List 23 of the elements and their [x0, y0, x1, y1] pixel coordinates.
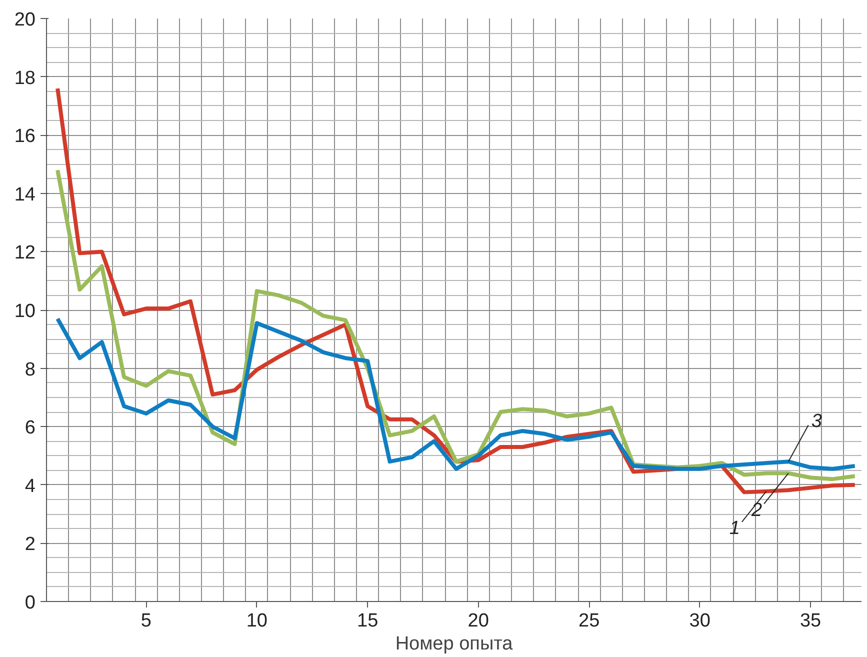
y-tick-label: 18 [14, 68, 36, 89]
y-tick-label: 8 [24, 359, 36, 380]
y-tick-label: 6 [24, 418, 36, 439]
y-tick-label: 4 [24, 476, 36, 497]
x-axis-title: Номер опыта [395, 634, 514, 654]
y-tick-label: 12 [14, 242, 36, 264]
x-tick-label: 5 [140, 610, 152, 632]
y-tick-label: 0 [24, 592, 36, 614]
y-tick-label: 14 [14, 184, 36, 206]
x-tick-label: 30 [689, 610, 710, 632]
x-tick-label: 25 [578, 610, 600, 632]
line-series [56, 316, 857, 471]
y-tick-label: 2 [24, 534, 36, 556]
y-tick-label: 20 [14, 10, 36, 30]
series-label: 2 [750, 500, 762, 521]
x-tick-label: 10 [246, 610, 268, 632]
series-label: 1 [729, 518, 740, 539]
x-tick-label: 35 [800, 610, 822, 632]
x-tick-label: 20 [468, 610, 489, 632]
y-tick-label: 10 [14, 301, 36, 322]
series-label: 3 [811, 411, 822, 432]
y-tick-label: 16 [14, 126, 36, 148]
x-tick-label: 15 [357, 610, 378, 632]
